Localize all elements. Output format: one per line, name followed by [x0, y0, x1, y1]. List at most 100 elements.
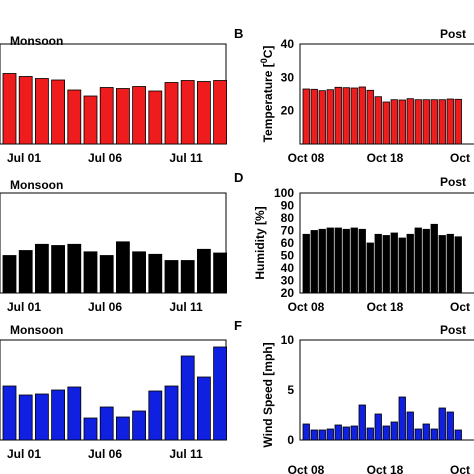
bar — [180, 80, 195, 145]
bar — [83, 251, 98, 294]
bar — [310, 88, 318, 145]
bar — [18, 250, 33, 294]
bar — [148, 390, 163, 441]
y-tick-label: 70 — [281, 224, 295, 238]
panel-title: Post — [440, 27, 466, 41]
bar — [116, 88, 130, 145]
bar — [99, 87, 114, 145]
bar — [99, 406, 114, 441]
bar — [406, 233, 414, 294]
bar — [35, 78, 49, 145]
bar — [382, 101, 390, 145]
y-tick-label: 90 — [281, 199, 295, 213]
bar — [302, 88, 310, 145]
y-axis-label: Temperature [0C] — [259, 46, 275, 143]
bar — [164, 385, 179, 441]
bar — [18, 394, 33, 441]
panel-monsoon-temperature: Monsoon Jul 01 Jul 06 Jul 11 — [0, 34, 228, 165]
bar — [35, 243, 49, 294]
y-tick-label: 40 — [281, 37, 295, 51]
bar — [302, 423, 310, 441]
bar — [358, 228, 366, 294]
y-axis-label: Wind Speed [mph] — [261, 342, 275, 447]
bar — [430, 223, 438, 294]
bar — [318, 90, 326, 145]
y-tick-label: 10 — [281, 333, 295, 347]
bar — [398, 396, 406, 441]
bar — [382, 425, 390, 441]
bar — [414, 99, 422, 145]
bar — [2, 385, 17, 441]
bar — [334, 424, 342, 441]
bar — [51, 245, 65, 294]
bar — [446, 98, 454, 145]
bar — [18, 76, 33, 145]
bar — [350, 227, 358, 294]
bar — [454, 429, 462, 441]
bar — [438, 407, 446, 441]
bar — [2, 73, 17, 145]
bar — [196, 81, 211, 145]
bar — [213, 252, 228, 294]
x-tick-label: Oct — [450, 151, 470, 165]
y-tick-label: 40 — [281, 261, 295, 275]
bar — [310, 429, 318, 441]
bar — [422, 228, 430, 294]
bar — [302, 233, 310, 294]
bar — [430, 99, 438, 145]
bar — [398, 99, 406, 145]
y-tick-labels: 0 5 10 — [281, 333, 295, 447]
bar — [196, 248, 211, 294]
bar — [390, 232, 398, 294]
bar-group — [2, 73, 228, 145]
x-tick-labels: Oct 08 Oct 18 Oct — [288, 300, 470, 314]
bar — [334, 86, 342, 145]
x-tick-label: Oct — [450, 463, 470, 474]
bar — [382, 235, 390, 294]
x-tick-label: Jul 11 — [169, 151, 203, 165]
bar-group — [2, 346, 228, 441]
panel-title: Monsoon — [10, 178, 63, 192]
panel-post-temperature: B Post 40 30 20 Temperature [0C] Oct 08 … — [234, 26, 474, 165]
bar — [180, 355, 195, 441]
bar — [326, 89, 334, 145]
bar — [358, 86, 366, 145]
panel-title: Post — [440, 323, 466, 337]
bar — [366, 427, 374, 441]
y-tick-label: 20 — [281, 286, 295, 300]
bar — [83, 417, 98, 441]
x-tick-label: Oct 18 — [367, 300, 404, 314]
panel-title: Monsoon — [10, 34, 63, 48]
bar — [334, 227, 342, 294]
x-tick-label: Jul 01 — [7, 447, 41, 461]
bar — [83, 95, 98, 145]
x-tick-label: Oct 08 — [288, 463, 325, 474]
bar — [326, 428, 334, 441]
bar — [51, 389, 65, 441]
y-tick-label: 0 — [287, 433, 294, 447]
panel-label: D — [234, 170, 243, 185]
bar — [446, 411, 454, 441]
x-tick-label: Jul 11 — [169, 300, 203, 314]
bar — [196, 376, 211, 441]
bar — [51, 79, 65, 145]
panel-monsoon-wind: Monsoon Jul 01 Jul 06 Jul 11 — [0, 323, 228, 461]
bar — [326, 227, 334, 294]
panel-label: F — [234, 318, 242, 333]
bar — [164, 82, 179, 145]
bar — [342, 87, 350, 145]
x-tick-label: Jul 06 — [88, 300, 122, 314]
x-tick-label: Oct 08 — [288, 151, 325, 165]
x-tick-label: Oct — [450, 300, 470, 314]
bar — [310, 230, 318, 294]
bar — [116, 241, 130, 294]
y-tick-label: 30 — [281, 70, 295, 84]
bar — [2, 255, 17, 294]
x-tick-labels: Oct 08 Oct 18 Oct — [288, 463, 470, 474]
bar — [390, 99, 398, 145]
bar — [366, 89, 374, 145]
x-tick-labels: Jul 01 Jul 06 Jul 11 — [7, 447, 203, 461]
bar — [213, 346, 228, 441]
bar — [430, 428, 438, 441]
